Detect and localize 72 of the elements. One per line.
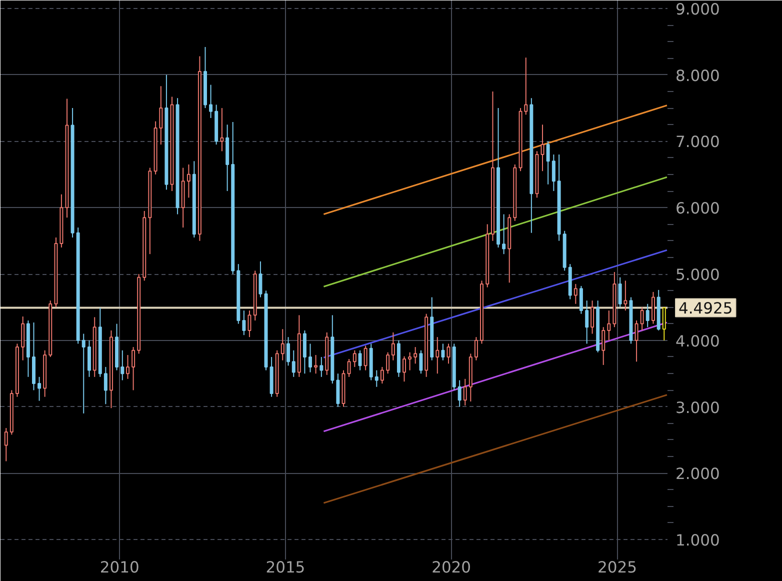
- candlestick: [574, 283, 578, 304]
- candlestick: [308, 343, 312, 373]
- candlestick: [419, 350, 423, 374]
- candlestick: [242, 310, 246, 336]
- candlestick: [88, 340, 91, 378]
- candlestick: [474, 336, 478, 361]
- candlestick: [209, 84, 213, 119]
- y-tick-label: 6.000: [676, 200, 720, 218]
- candlestick: [607, 310, 611, 341]
- candlestick: [286, 336, 290, 366]
- candlestick: [386, 352, 390, 374]
- candlestick: [302, 330, 306, 374]
- y-tick-label: 1.000: [676, 532, 720, 550]
- x-tick-label: 2010: [100, 558, 140, 576]
- y-tick-label: 2.000: [676, 465, 720, 484]
- y-tick-label: 4.000: [676, 332, 720, 350]
- candlestick: [159, 86, 163, 146]
- candlestick: [502, 214, 506, 255]
- candlestick: [358, 350, 362, 371]
- candlestick: [546, 140, 550, 185]
- candlestick: [352, 350, 356, 368]
- candlestick: [540, 124, 544, 172]
- candlestick: [248, 310, 252, 338]
- candlestick: [463, 378, 467, 406]
- candlestick: [336, 373, 340, 408]
- candlestick: [646, 303, 650, 328]
- y-tick-label: 5.000: [676, 266, 720, 284]
- candlestick: [364, 345, 368, 371]
- candlestick: [104, 366, 108, 405]
- candlestick: [347, 358, 351, 378]
- candlestick: [436, 336, 440, 374]
- candlestick: [402, 356, 406, 382]
- candlestick: [320, 356, 324, 378]
- candlestick: [624, 280, 628, 312]
- candlestick: [458, 380, 462, 408]
- candlestick: [186, 164, 190, 198]
- candlestick: [292, 350, 296, 378]
- candlestick: [314, 354, 318, 374]
- y-tick-label: 7.000: [676, 133, 720, 152]
- candlestick: [132, 346, 136, 391]
- candlestick: [391, 332, 395, 361]
- candlestick: [414, 346, 418, 364]
- candlestick: [602, 326, 606, 366]
- candlestick: [120, 350, 124, 381]
- candlestick: [651, 291, 655, 324]
- candlestick: [220, 108, 224, 152]
- candlestick: [585, 300, 589, 344]
- y-tick-label: 8.000: [676, 66, 720, 85]
- x-tick-label: 2015: [266, 558, 306, 576]
- candlestick: [4, 428, 8, 462]
- candlestick: [552, 154, 556, 192]
- x-tick-label: 2025: [598, 558, 637, 576]
- candlestick: [441, 343, 445, 361]
- x-tick-label: 2020: [432, 558, 472, 576]
- ref-line-label: 4.4925: [678, 300, 733, 318]
- candlestick: [280, 328, 284, 361]
- candlestick: [126, 354, 130, 380]
- candlestick: [82, 333, 86, 414]
- candlestick: [579, 285, 583, 314]
- candlestick: [524, 57, 528, 116]
- candlestick: [258, 260, 262, 298]
- y-tick-label: 9.000: [676, 0, 720, 18]
- candlestick: [634, 320, 638, 362]
- y-tick-label: 3.000: [676, 398, 720, 417]
- candlestick: [590, 300, 594, 334]
- candlestick: [38, 376, 42, 402]
- candlestick: [640, 306, 644, 331]
- candlestick: [380, 366, 384, 384]
- candlestick: [408, 352, 412, 371]
- candlestick: [618, 276, 622, 308]
- candlestick: [21, 316, 25, 361]
- candlestick: [374, 370, 378, 388]
